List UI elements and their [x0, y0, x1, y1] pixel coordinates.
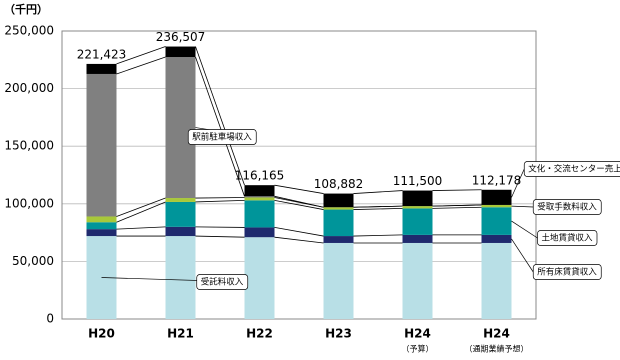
bar-segment	[244, 196, 275, 198]
series-line	[195, 56, 245, 197]
bar-segment	[244, 237, 275, 319]
bar-segment	[323, 236, 354, 243]
bar-segment	[402, 242, 433, 319]
series-line	[432, 189, 482, 191]
plot-frame	[61, 30, 537, 320]
leader-line	[511, 205, 534, 208]
series-line	[195, 199, 245, 203]
series-line	[116, 197, 166, 217]
legend-box	[532, 199, 602, 215]
y-tick-label: 0	[46, 312, 54, 326]
bar-segment	[244, 197, 275, 201]
y-tick-label: 50,000	[12, 254, 54, 268]
bar-segment	[481, 242, 512, 319]
legend-label: 所有床賃貸収入	[537, 267, 597, 278]
legend-box	[187, 129, 257, 145]
bar-segment	[86, 63, 117, 74]
legend-box	[537, 230, 598, 246]
bar-segment	[165, 57, 196, 199]
bar-segment	[86, 73, 117, 217]
leader-line	[511, 168, 525, 198]
legend-box	[523, 161, 620, 177]
x-tick-label: H21	[167, 327, 194, 341]
legend-label: 駅前駐車場収入	[192, 132, 252, 143]
series-line	[195, 235, 245, 238]
total-label: 111,500	[393, 174, 443, 188]
bar-segment	[165, 226, 196, 237]
bar-segment	[402, 208, 433, 235]
bar-segment	[165, 201, 196, 227]
bar-segment	[481, 189, 512, 205]
series-line	[353, 208, 403, 210]
series-line	[274, 184, 324, 194]
x-tick-note: （予算）	[402, 344, 434, 354]
series-line	[195, 197, 245, 199]
series-line	[116, 226, 166, 230]
total-label: 116,165	[235, 169, 285, 183]
legend-box	[532, 264, 602, 280]
bar-segment	[402, 234, 433, 243]
bar-segment	[481, 204, 512, 208]
bar-segment	[323, 242, 354, 319]
bar-segment	[481, 234, 512, 243]
bar-segment	[244, 200, 275, 228]
series-line	[116, 201, 166, 223]
x-tick-label: H22	[246, 327, 273, 341]
series-line	[116, 46, 166, 65]
bar-segment	[323, 207, 354, 210]
series-line	[274, 199, 324, 210]
bar-segment	[86, 216, 117, 223]
bar-segment	[323, 193, 354, 208]
x-tick-label: H23	[325, 327, 352, 341]
legend-label: 土地賃貸収入	[541, 233, 593, 244]
bar-segment	[402, 190, 433, 207]
legend-label: 受託料収入	[201, 277, 244, 288]
series-line	[353, 205, 403, 208]
bar-segment	[481, 207, 512, 235]
total-label: 112,178	[472, 173, 522, 187]
series-line	[432, 204, 482, 207]
bar-segment	[244, 185, 275, 197]
series-line	[195, 226, 245, 228]
series-line	[432, 206, 482, 209]
bar-segment	[86, 229, 117, 237]
y-tick-label: 100,000	[4, 196, 54, 210]
bar-segment	[402, 206, 433, 209]
series-line	[274, 236, 324, 244]
x-tick-label: H20	[88, 327, 115, 341]
x-tick-label: H24	[483, 327, 510, 341]
bar-segment	[86, 222, 117, 230]
series-line	[353, 234, 403, 237]
x-tick-label: H24	[404, 327, 431, 341]
bar-segment	[323, 209, 354, 237]
bar-segment	[165, 236, 196, 319]
x-tick-note: （通期業績予想）	[465, 344, 529, 354]
leader-line	[511, 220, 538, 239]
series-line	[116, 56, 166, 75]
y-tick-label: 250,000	[4, 24, 54, 38]
series-line	[353, 190, 403, 194]
legend-label: 文化・交流センター売上	[528, 164, 620, 175]
bar-segment	[244, 227, 275, 238]
total-label: 108,882	[314, 177, 364, 191]
bar-segment	[165, 46, 196, 58]
legend-label: 受取手数料収入	[537, 202, 597, 213]
total-label: 236,507	[156, 30, 206, 44]
legend-box	[196, 274, 249, 290]
y-tick-label: 150,000	[4, 139, 54, 153]
y-tick-label: 200,000	[4, 81, 54, 95]
series-line	[195, 46, 245, 186]
total-label: 221,423	[77, 47, 127, 61]
unit-label: （千円）	[4, 2, 48, 16]
bar-segment	[165, 198, 196, 202]
series-line	[274, 195, 324, 208]
leader-line	[511, 238, 534, 273]
series-line	[274, 227, 324, 237]
